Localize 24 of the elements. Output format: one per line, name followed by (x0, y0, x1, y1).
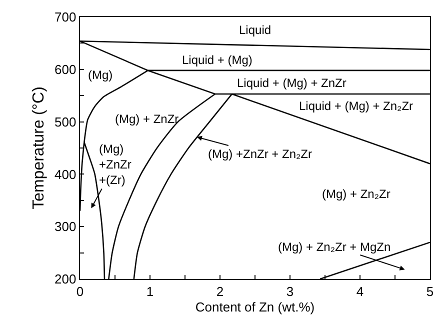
annotation: (Mg) + ZnZr (115, 112, 179, 126)
x-tick-label: 3 (286, 284, 294, 299)
x-tick-label: 1 (146, 284, 154, 299)
annotation: (Mg) +ZnZr + Zn₂Zr (208, 147, 312, 161)
annotation: Liquid + (Mg) (182, 53, 252, 67)
annotation: Liquid + (Mg) + ZnZr (237, 76, 346, 90)
x-axis-title: Content of Zn (wt.%) (195, 299, 315, 314)
y-tick-label: 600 (54, 62, 76, 77)
annotation: (Mg) + Zn₂Zr + MgZn (278, 240, 391, 254)
x-tick-label: 2 (216, 284, 224, 299)
annotation: Liquid (239, 23, 272, 37)
y-tick-label: 400 (54, 166, 76, 182)
annotation: (Mg) +ZnZr +(Zr) (99, 142, 132, 188)
annotation: (Mg) (88, 68, 113, 82)
x-tick-label: 0 (76, 284, 84, 299)
y-tick-label: 200 (54, 272, 76, 287)
x-tick-label: 4 (356, 284, 364, 299)
x-tick-label: 5 (426, 284, 434, 299)
y-tick-label: 700 (54, 10, 76, 25)
annotation: (Mg) + Zn₂Zr (322, 187, 390, 201)
annotation: Liquid + (Mg) + Zn₂Zr (299, 99, 414, 113)
y-tick-label: 500 (54, 114, 76, 130)
y-axis-title: Temperature (°C) (30, 86, 48, 210)
y-tick-label: 300 (54, 219, 76, 234)
